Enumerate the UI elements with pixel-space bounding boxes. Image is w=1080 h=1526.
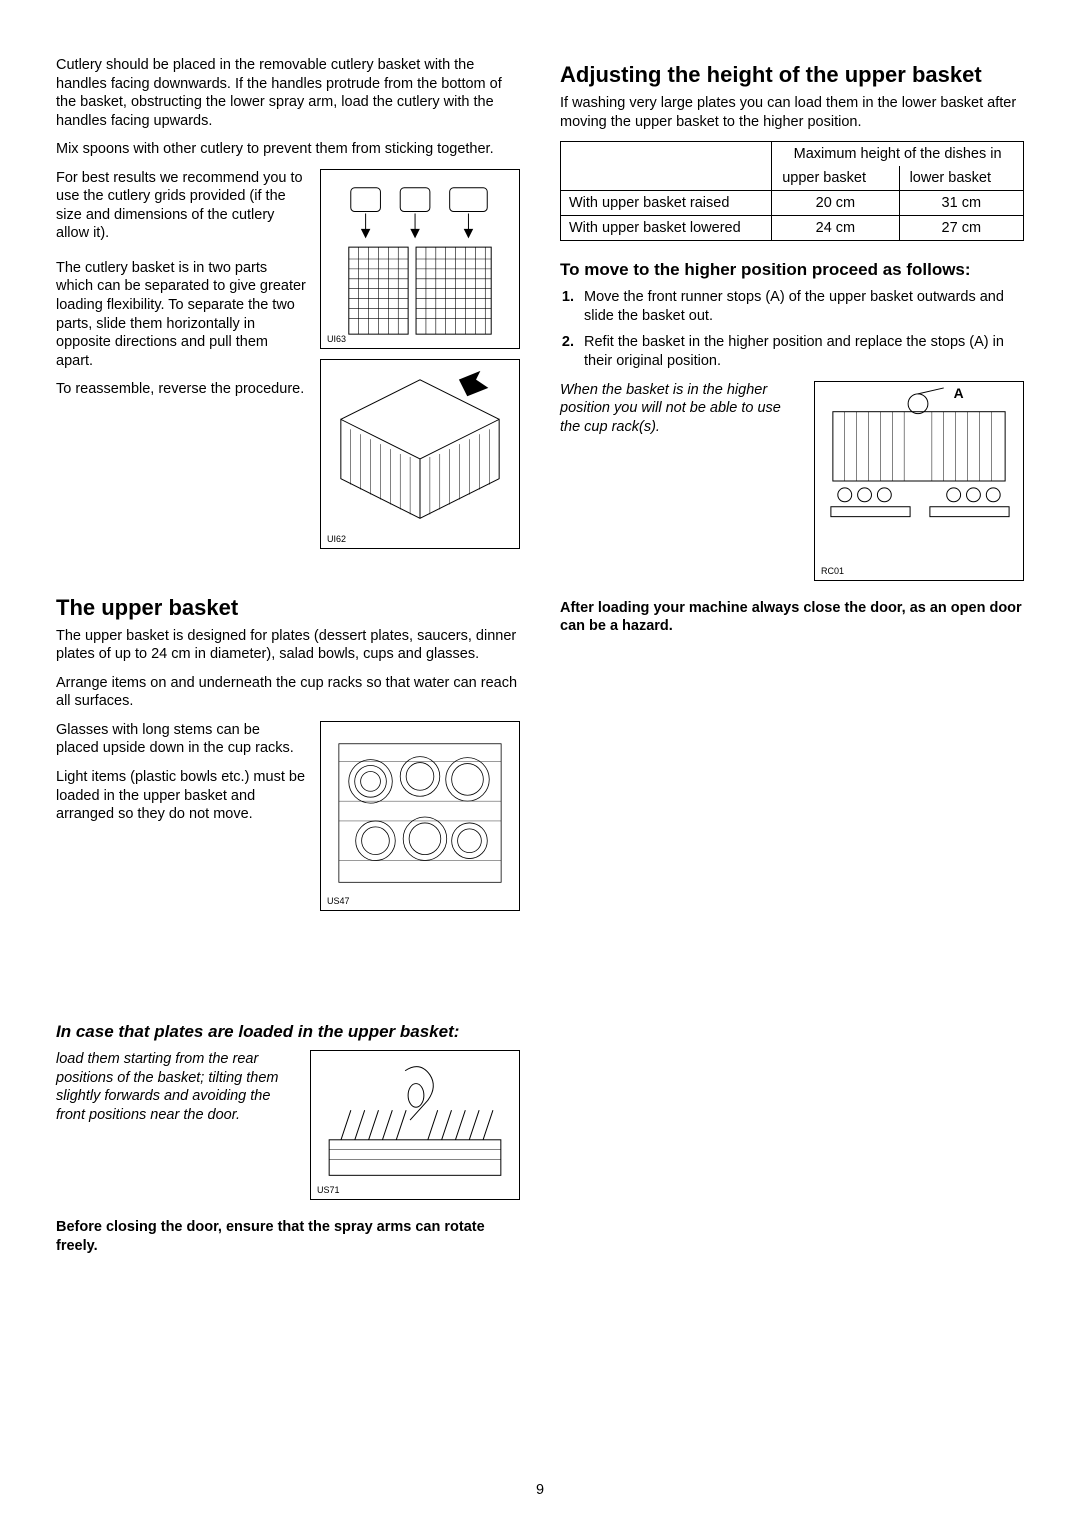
para-grids: For best results we recommend you to use… [56,169,306,243]
para-arrange: Arrange items on and underneath the cup … [56,674,520,711]
para-cutlery-placement: Cutlery should be placed in the removabl… [56,56,520,130]
para-mix-spoons: Mix spoons with other cutlery to prevent… [56,140,520,159]
page-number: 9 [0,1482,1080,1498]
step-1: Move the front runner stops (A) of the u… [578,288,1024,325]
figure-caption: UI62 [327,534,346,544]
heading-plates-upper: In case that plates are loaded in the up… [56,1021,520,1042]
table-header-top: Maximum height of the dishes in [772,142,1024,167]
figure-caption: UI63 [327,334,346,344]
table-row2-label: With upper basket lowered [561,216,772,241]
para-large-plates: If washing very large plates you can loa… [560,94,1024,131]
steps-list: Move the front runner stops (A) of the u… [560,288,1024,370]
table-row1-lower: 31 cm [899,191,1023,216]
left-column: Cutlery should be placed in the removabl… [56,56,520,1265]
figure-caption: RC01 [821,566,844,576]
figure-cutlery-basket: UI62 [320,359,520,549]
dish-height-table: Maximum height of the dishes in upper ba… [560,141,1024,241]
figure-upper-basket-load: US47 [320,721,520,911]
table-row2-lower: 27 cm [899,216,1023,241]
figure-cutlery-grids: UI63 [320,169,520,349]
table-col-lower: lower basket [899,166,1023,191]
svg-text:A: A [954,384,964,400]
para-spray-arms: Before closing the door, ensure that the… [56,1218,520,1255]
right-column: Adjusting the height of the upper basket… [560,56,1024,1265]
table-col-upper: upper basket [772,166,899,191]
para-upper-design: The upper basket is designed for plates … [56,627,520,664]
table-row2-upper: 24 cm [772,216,899,241]
table-row1-upper: 20 cm [772,191,899,216]
heading-adjust-height: Adjusting the height of the upper basket [560,62,1024,88]
para-close-door-warning: After loading your machine always close … [560,599,1024,636]
figure-caption: US71 [317,1185,340,1195]
para-two-parts: The cutlery basket is in two parts which… [56,259,306,370]
heading-move-higher: To move to the higher position proceed a… [560,259,1024,280]
figure-runner-stops: A RC01 [814,381,1024,581]
para-glasses: Glasses with long stems can be placed up… [56,721,306,758]
para-light-items: Light items (plastic bowls etc.) must be… [56,768,306,824]
para-note-cup-racks: When the basket is in the higher positio… [560,381,800,437]
table-row1-label: With upper basket raised [561,191,772,216]
figure-caption: US47 [327,896,350,906]
heading-upper-basket: The upper basket [56,595,520,621]
figure-plates-angle: US71 [310,1050,520,1200]
step-2: Refit the basket in the higher position … [578,333,1024,370]
para-load-rear: load them starting from the rear positio… [56,1050,296,1124]
para-reassemble: To reassemble, reverse the procedure. [56,380,306,399]
